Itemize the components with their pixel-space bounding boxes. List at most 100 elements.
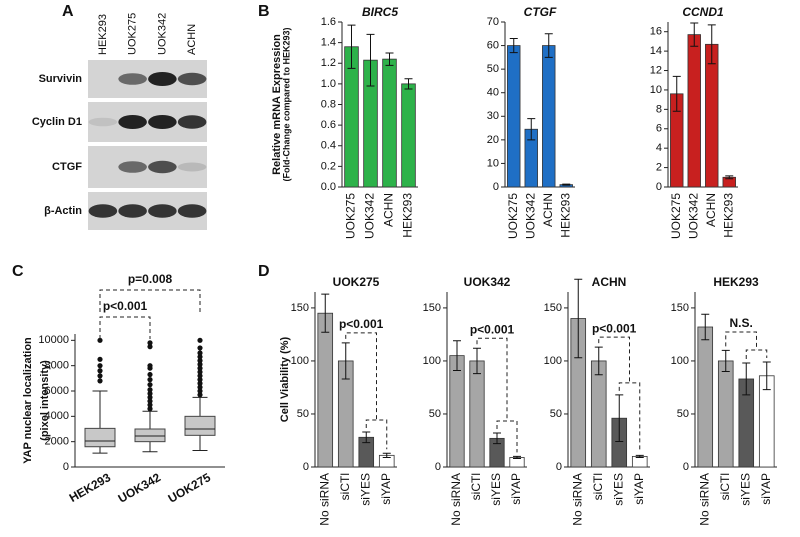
- y-tick-label: 8: [656, 103, 662, 115]
- error-bar: [725, 175, 734, 180]
- bar: [382, 58, 397, 188]
- whisker: [92, 446, 108, 454]
- x-tick-label: UOK342: [116, 470, 164, 506]
- outlier: [147, 363, 153, 369]
- x-tick-label: siYES: [358, 473, 372, 506]
- x-tick-label: UOK342: [363, 193, 377, 239]
- outlier: [147, 387, 153, 393]
- bar: [697, 326, 714, 468]
- outlier: [147, 398, 153, 404]
- outlier: [147, 377, 153, 383]
- x-tick-label: siYES: [611, 473, 625, 506]
- x-tick-label: siCTl: [338, 473, 352, 500]
- chart-title: ACHN: [592, 275, 627, 289]
- outlier: [197, 384, 203, 390]
- outlier: [147, 394, 153, 400]
- y-tick-label: 50: [677, 408, 689, 420]
- bar: [317, 312, 334, 468]
- outlier: [97, 378, 103, 384]
- y-tick-label: 0.2: [321, 160, 336, 172]
- y-tick-label: 6000: [45, 385, 69, 397]
- y-tick-label: 1.2: [321, 57, 336, 69]
- y-tick-label: 1.0: [321, 78, 336, 90]
- y-tick-label: 0.4: [321, 140, 336, 152]
- y-tick-label: 0: [303, 461, 309, 473]
- y-tick-label: 1.6: [321, 16, 336, 28]
- y-tick-label: 150: [544, 302, 562, 314]
- x-tick-label: No siRNA: [449, 473, 463, 526]
- blot-band: [118, 204, 147, 218]
- outlier: [197, 388, 203, 394]
- outlier: [197, 350, 203, 356]
- x-tick-label: siYES: [489, 473, 503, 506]
- x-tick-label: HEK293: [401, 193, 415, 238]
- bar: [631, 455, 648, 468]
- protein-label: Survivin: [39, 73, 83, 85]
- bar: [507, 45, 521, 188]
- outlier: [197, 373, 203, 379]
- y-tick-label: 14: [650, 45, 662, 57]
- significance-label: N.S.: [729, 316, 752, 330]
- y-tick-label: 100: [291, 355, 309, 367]
- y-tick-label: 40: [487, 87, 499, 99]
- error-bar: [473, 347, 481, 375]
- blot-band: [88, 117, 118, 127]
- y-tick-label: 0: [556, 461, 562, 473]
- significance-label: p<0.001: [592, 321, 637, 335]
- outlier: [147, 390, 153, 397]
- outlier: [147, 371, 153, 378]
- y-tick-label: 0: [656, 181, 662, 193]
- protein-label: Cyclin D1: [32, 116, 82, 128]
- bar: [542, 45, 556, 188]
- chart-title: CCND1: [682, 5, 724, 19]
- y-axis-label: YAP nuclear localization: [22, 337, 34, 464]
- y-tick-label: 50: [550, 408, 562, 420]
- error-bar: [493, 432, 501, 445]
- x-tick-label: siYAP: [632, 473, 646, 505]
- y-tick-label: 0: [435, 461, 441, 473]
- x-tick-label: siYES: [738, 473, 752, 506]
- y-axis-sublabel: (pixel intensity): [39, 360, 51, 441]
- outlier: [147, 402, 153, 408]
- error-bar: [404, 78, 413, 90]
- lane-label: ACHN: [186, 24, 198, 55]
- y-tick-label: 60: [487, 39, 499, 51]
- whisker: [92, 390, 108, 429]
- blot-band: [88, 204, 118, 218]
- significance-bracket: [345, 332, 388, 450]
- blot-band: [177, 72, 207, 86]
- y-tick-label: 150: [423, 302, 441, 314]
- y-axis-label: Cell Viability (%): [279, 336, 291, 422]
- outlier: [197, 354, 203, 360]
- y-tick-label: 16: [650, 26, 662, 38]
- blot-band: [118, 115, 147, 129]
- error-bar: [509, 38, 518, 54]
- x-tick-label: No siRNA: [697, 473, 711, 526]
- lane-label: UOK275: [127, 13, 139, 55]
- chart-title: BIRC5: [362, 5, 398, 19]
- chart-title: HEK293: [713, 275, 759, 289]
- blot-band: [177, 204, 207, 218]
- outlier: [197, 337, 203, 343]
- error-bar: [513, 455, 521, 460]
- x-tick-label: HEK293: [67, 470, 114, 505]
- error-bar: [347, 24, 356, 69]
- y-tick-label: 20: [487, 134, 499, 146]
- error-bar: [742, 362, 751, 396]
- y-tick-label: 0: [63, 461, 69, 473]
- bar: [687, 34, 701, 188]
- y-tick-label: 6: [656, 123, 662, 135]
- blot-band: [148, 72, 177, 86]
- significance-bracket: [99, 289, 201, 312]
- x-tick-label: siYAP: [759, 473, 773, 505]
- outlier: [97, 337, 103, 343]
- x-tick-label: UOK275: [669, 193, 683, 239]
- error-bar: [544, 33, 553, 58]
- outlier: [97, 373, 103, 379]
- x-tick-label: siYAP: [379, 473, 393, 505]
- significance-label: p<0.001: [339, 317, 384, 331]
- x-tick-label: UOK275: [166, 470, 214, 506]
- chart-title: UOK342: [464, 275, 511, 289]
- bar: [717, 360, 734, 468]
